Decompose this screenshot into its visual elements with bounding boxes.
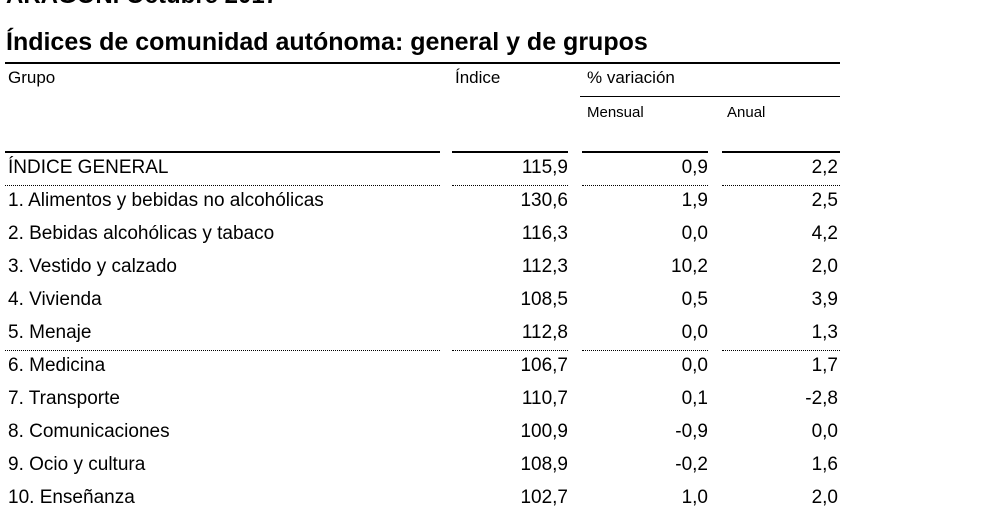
column-header: Grupo [8, 68, 56, 87]
row-label: 8. Comunicaciones [8, 421, 170, 442]
rule [722, 151, 840, 153]
row-label: 10. Enseñanza [8, 487, 135, 508]
cell-value: 0,1 [681, 388, 708, 409]
column-header: Mensual [587, 104, 644, 121]
row-label: 7. Transporte [8, 388, 120, 409]
cell-value: 100,9 [520, 421, 568, 442]
row-label: 9. Ocio y cultura [8, 454, 146, 475]
row-label: 5. Menaje [8, 322, 92, 343]
cell-value: -0,9 [675, 421, 708, 442]
cell-value: 112,3 [521, 256, 568, 277]
rule [5, 151, 440, 153]
cell-value: 0,0 [681, 223, 708, 244]
cell-value: -2,8 [805, 388, 838, 409]
separator [582, 350, 708, 351]
cell-value: 0,5 [681, 289, 708, 310]
column-header: Índice [455, 68, 501, 87]
cell-value: 0,0 [681, 355, 708, 376]
separator [582, 185, 708, 186]
cell-value: 102,7 [520, 487, 568, 508]
separator [452, 185, 568, 186]
cell-value: 2,0 [811, 256, 838, 277]
separator [722, 350, 840, 351]
separator [722, 185, 840, 186]
column-header: % variación [587, 68, 675, 87]
cell-value: 106,7 [520, 355, 568, 376]
rule [582, 151, 708, 153]
rule [5, 62, 840, 64]
title: Índices de comunidad autónoma: general y… [6, 28, 648, 56]
column-header: Anual [727, 104, 766, 121]
row-label: 2. Bebidas alcohólicas y tabaco [8, 223, 275, 244]
cell-value: 112,8 [521, 322, 568, 343]
separator [5, 185, 440, 186]
cell-value: 2,5 [811, 190, 838, 211]
cell-value: -0,2 [675, 454, 708, 475]
cell-value: 1,7 [811, 355, 838, 376]
cell-value: 108,9 [520, 454, 568, 475]
cell-value: 3,9 [811, 289, 838, 310]
cell-value: 108,5 [520, 289, 568, 310]
cell-value: 1,6 [811, 454, 838, 475]
cell-value: 110,7 [521, 388, 568, 409]
cell-value: 0,0 [811, 421, 838, 442]
cell-value: 1,9 [681, 190, 708, 211]
row-label: 6. Medicina [8, 355, 106, 376]
subtitle: ARAGÓN. Octubre 2017 [6, 0, 278, 10]
row-label: ÍNDICE GENERAL [8, 157, 169, 178]
cell-value: 130,6 [520, 190, 568, 211]
cell-value: 116,3 [521, 223, 568, 244]
rule [580, 96, 840, 97]
separator [5, 350, 440, 351]
cell-value: 0,0 [681, 322, 708, 343]
cell-value: 115,9 [521, 157, 568, 178]
row-label: 3. Vestido y calzado [8, 256, 177, 277]
cell-value: 1,3 [811, 322, 838, 343]
rule [452, 151, 568, 153]
cell-value: 1,0 [681, 487, 708, 508]
row-label: 1. Alimentos y bebidas no alcohólicas [8, 190, 324, 211]
cell-value: 0,9 [681, 157, 708, 178]
separator [452, 350, 568, 351]
page: {"header": {"subtitle": "ARAGÓN. Octubre… [5, 0, 840, 508]
row-label: 4. Vivienda [8, 289, 102, 310]
cell-value: 2,2 [811, 157, 838, 178]
cell-value: 2,0 [811, 487, 838, 508]
cell-value: 4,2 [811, 223, 838, 244]
cell-value: 10,2 [671, 256, 708, 277]
